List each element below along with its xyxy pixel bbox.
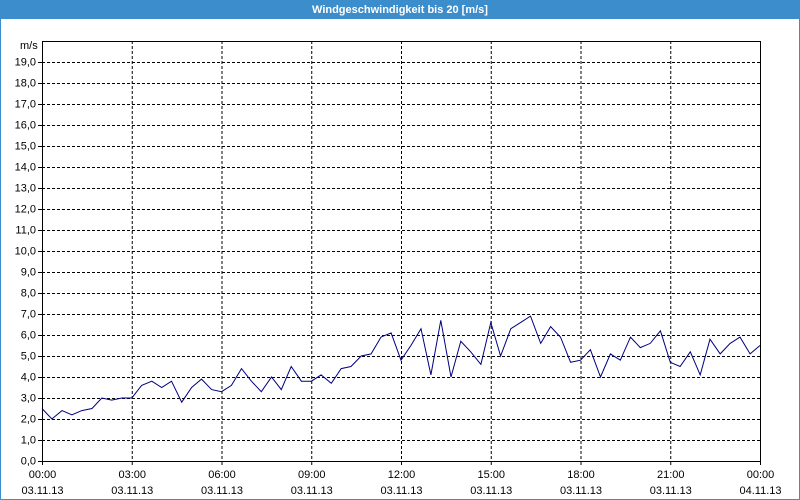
x-tick-date: 03.11.13 [21, 485, 63, 497]
y-tick-label: 6,0 [21, 329, 36, 341]
x-tick-label: 03:00 [118, 469, 146, 481]
y-tick-label: 19,0 [15, 56, 36, 68]
data-line [41, 315, 761, 420]
y-tick-label: 4,0 [21, 371, 36, 383]
y-tick-label: 12,0 [15, 203, 36, 215]
y-tick-label: 11,0 [15, 224, 36, 236]
y-tick-label: 16,0 [15, 119, 36, 131]
x-tick-label: 06:00 [208, 469, 236, 481]
x-tick-date: 03.11.13 [201, 485, 243, 497]
y-tick-label: 1,0 [21, 434, 36, 446]
x-tick-date: 03.11.13 [470, 485, 512, 497]
y-tick-label: 7,0 [21, 308, 36, 320]
y-tick-label: 8,0 [21, 287, 36, 299]
y-tick-label: 2,0 [21, 413, 36, 425]
x-tick-date: 03.11.13 [650, 485, 692, 497]
y-tick-label: 15,0 [15, 140, 36, 152]
y-tick-label: 13,0 [15, 182, 36, 194]
y-tick-label: 10,0 [15, 245, 36, 257]
x-tick-label: 18:00 [567, 469, 595, 481]
y-tick-label: 14,0 [15, 161, 36, 173]
y-tick-label: 9,0 [21, 266, 36, 278]
y-tick-label: 17,0 [15, 98, 36, 110]
title-bar [0, 0, 800, 19]
plot-frame [42, 41, 761, 462]
x-tick-label: 09:00 [298, 469, 326, 481]
x-tick-date: 03.11.13 [560, 485, 602, 497]
x-tick-date: 03.11.13 [291, 485, 333, 497]
x-tick-label: 21:00 [657, 469, 685, 481]
chart-title: Windgeschwindigkeit bis 20 [m/s] [312, 4, 488, 16]
x-tick-date: 03.11.13 [380, 485, 422, 497]
x-tick-label: 12:00 [388, 469, 416, 481]
x-tick-label: 00:00 [747, 469, 775, 481]
x-tick-date: 03.11.13 [111, 485, 153, 497]
x-tick-date: 04.11.13 [739, 485, 781, 497]
y-axis-label: m/s [20, 40, 38, 52]
y-tick-label: 5,0 [21, 350, 36, 362]
y-tick-label: 18,0 [15, 77, 36, 89]
x-tick-label: 00:00 [29, 469, 57, 481]
y-tick-label: 3,0 [21, 392, 36, 404]
y-tick-label: 0,0 [21, 455, 36, 467]
x-tick-label: 15:00 [477, 469, 505, 481]
